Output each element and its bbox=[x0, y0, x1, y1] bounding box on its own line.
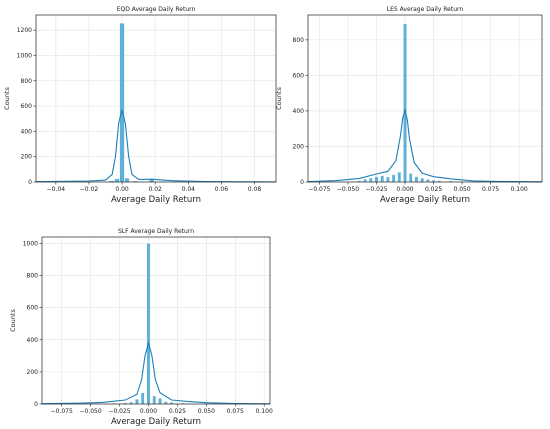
histogram-bar bbox=[374, 176, 379, 183]
chart-panel-3: −0.075 −0.050 −0.025 0.000 0.025 0.050 0.075 0.… bbox=[9, 228, 273, 427]
x-tick-label: 0.000 bbox=[396, 186, 413, 193]
histogram-bar bbox=[124, 178, 130, 183]
kde-line bbox=[35, 109, 277, 183]
histogram-bar bbox=[119, 23, 125, 183]
x-tick-label: −0.075 bbox=[308, 186, 330, 193]
x-tick-label: −0.02 bbox=[80, 186, 99, 193]
y-tick-label: 1200 bbox=[17, 27, 32, 34]
y-axis-label: Counts bbox=[275, 87, 283, 110]
chart-title: LES Average Daily Return bbox=[387, 6, 464, 13]
histogram-bar bbox=[403, 23, 407, 183]
chart-panel-1: −0.04 −0.02 0.00 0.02 0.04 0.06 0.08 0 200 400 600… bbox=[3, 6, 277, 205]
histogram-bar bbox=[420, 177, 424, 183]
x-tick-label: 0.000 bbox=[140, 408, 157, 415]
histogram-bar bbox=[146, 243, 151, 405]
x-tick-label: −0.025 bbox=[108, 408, 130, 415]
x-tick-label: −0.050 bbox=[337, 186, 359, 193]
y-tick-label: 1000 bbox=[23, 240, 38, 247]
y-tick-label: 800 bbox=[21, 78, 33, 85]
plot-frame bbox=[307, 14, 543, 183]
x-tick-label: 0.02 bbox=[148, 186, 162, 193]
y-tick-label: 600 bbox=[293, 72, 305, 79]
x-axis-label: Average Daily Return bbox=[111, 417, 201, 427]
y-tick-label: 600 bbox=[21, 103, 33, 110]
x-tick-label: 0.04 bbox=[182, 186, 196, 193]
y-tick-label: 0 bbox=[300, 179, 304, 186]
y-tick-label: 1000 bbox=[17, 52, 32, 59]
x-tick-label: −0.050 bbox=[79, 408, 101, 415]
y-tick-label: 600 bbox=[27, 305, 39, 312]
histogram-bar bbox=[363, 179, 367, 183]
y-axis-label: Counts bbox=[9, 309, 17, 332]
x-tick-label: 0.100 bbox=[511, 186, 528, 193]
histogram-bar bbox=[152, 395, 157, 405]
x-tick-label: 0.050 bbox=[454, 186, 471, 193]
plot-frame bbox=[35, 14, 277, 183]
histogram-bar bbox=[414, 176, 419, 183]
chart-title: SLF Average Daily Return bbox=[118, 228, 194, 235]
histogram-bar bbox=[140, 392, 145, 405]
histogram-bar bbox=[114, 178, 120, 183]
x-tick-label: 0.025 bbox=[169, 408, 186, 415]
chart-panel-2: −0.075 −0.050 −0.025 0.000 0.025 0.050 0.075 0.… bbox=[275, 6, 543, 205]
y-tick-label: 800 bbox=[293, 37, 305, 44]
y-tick-label: 200 bbox=[293, 143, 305, 150]
kde-line bbox=[307, 107, 543, 183]
x-tick-label: −0.04 bbox=[47, 186, 66, 193]
x-tick-label: 0.06 bbox=[215, 186, 229, 193]
histogram-bar bbox=[164, 401, 168, 405]
y-axis-label: Counts bbox=[3, 87, 11, 110]
histogram-bar bbox=[380, 175, 384, 183]
y-tick-label: 400 bbox=[21, 128, 33, 135]
x-tick-label: 0.025 bbox=[425, 186, 442, 193]
x-tick-label: 0.075 bbox=[227, 408, 244, 415]
histogram-bar bbox=[426, 179, 430, 183]
x-tick-label: 0.08 bbox=[248, 186, 262, 193]
kde-line bbox=[41, 340, 271, 405]
y-tick-label: 0 bbox=[34, 401, 38, 408]
y-tick-label: 200 bbox=[21, 154, 33, 161]
histogram-bar bbox=[369, 177, 373, 183]
x-tick-label: 0.00 bbox=[115, 186, 129, 193]
x-axis-label: Average Daily Return bbox=[111, 195, 201, 205]
histogram-bar bbox=[397, 172, 402, 183]
x-tick-label: 0.050 bbox=[198, 408, 215, 415]
x-tick-label: 0.075 bbox=[482, 186, 499, 193]
x-tick-label: 0.100 bbox=[256, 408, 273, 415]
x-tick-label: −0.075 bbox=[51, 408, 73, 415]
y-tick-label: 800 bbox=[27, 273, 39, 280]
y-tick-label: 400 bbox=[293, 108, 305, 115]
chart-title: EQD Average Daily Return bbox=[117, 6, 196, 13]
histogram-bar bbox=[408, 173, 413, 183]
y-tick-label: 400 bbox=[27, 337, 39, 344]
x-axis-label: Average Daily Return bbox=[380, 195, 470, 205]
y-tick-label: 0 bbox=[28, 179, 32, 186]
plot-frame bbox=[41, 236, 271, 405]
histogram-bar bbox=[135, 399, 139, 405]
x-tick-label: −0.025 bbox=[365, 186, 387, 193]
histogram-bar bbox=[158, 398, 162, 405]
y-tick-label: 200 bbox=[27, 369, 39, 376]
histogram-bar bbox=[386, 176, 390, 183]
histogram-bar bbox=[391, 174, 396, 183]
